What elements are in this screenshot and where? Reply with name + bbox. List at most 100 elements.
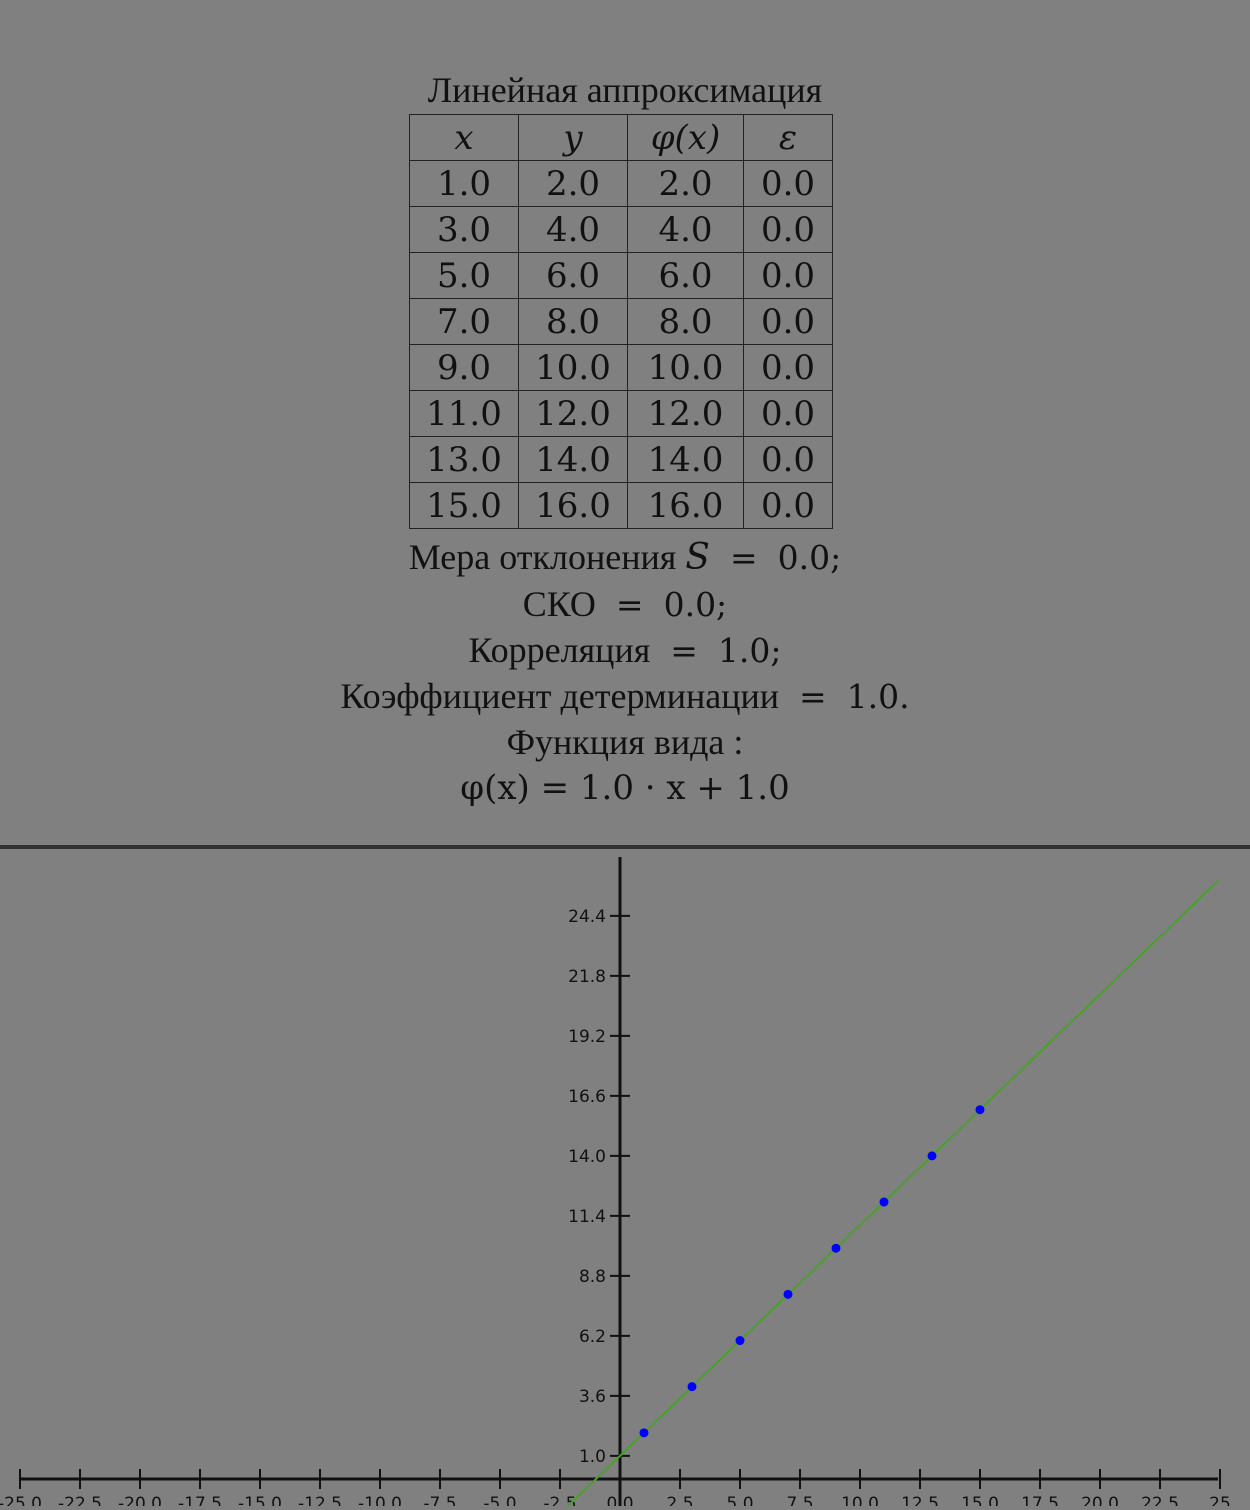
cell-epsilon: 0.0 [743, 160, 833, 207]
y-tick-label: 11.4 [568, 1207, 606, 1227]
data-point [735, 1336, 745, 1346]
x-tick-label: 22.5 [1141, 1494, 1179, 1506]
approximation-table: x y φ(x) ε 1.0 2.0 2.0 0.0 3.0 4.0 4.0 0.0 5.0 6.… [409, 114, 833, 529]
determination-label: Коэффициент детерминации [340, 676, 780, 716]
data-point [783, 1289, 793, 1299]
x-tick-label: 2.5 [666, 1494, 693, 1506]
y-tick-label: 24.4 [568, 907, 606, 927]
y-tick-label: 1.0 [579, 1447, 606, 1467]
x-tick-label: -7.5 [423, 1494, 456, 1506]
data-point [879, 1197, 889, 1207]
x-tick-label: -10.0 [358, 1494, 402, 1506]
table-row: 11.0 12.0 12.0 0.0 [409, 390, 833, 437]
cell-y: 2.0 [518, 160, 628, 207]
table-row: 1.0 2.0 2.0 0.0 [409, 160, 833, 207]
equals-sign: = [670, 631, 698, 670]
cell-epsilon: 0.0 [743, 206, 833, 253]
table-body: 1.0 2.0 2.0 0.0 3.0 4.0 4.0 0.0 5.0 6.0 6.0 0.0 7.0 8… [409, 160, 833, 529]
report-title: Линейная аппроксимация [427, 70, 823, 110]
cell-x: 13.0 [409, 436, 519, 483]
data-point [927, 1151, 937, 1161]
cell-x: 7.0 [409, 298, 519, 345]
x-tick-label: 25 [1209, 1494, 1231, 1506]
section-divider [0, 845, 1250, 849]
x-tick-label: 12.5 [901, 1494, 939, 1506]
equals-sign: = [799, 677, 827, 716]
equals-sign: = [615, 585, 644, 624]
deviation-label: Мера отклонения [408, 537, 677, 577]
y-tick-label: 16.6 [568, 1087, 606, 1107]
cell-x: 9.0 [409, 344, 519, 391]
y-tick-label: 14.0 [568, 1147, 606, 1167]
cell-x: 5.0 [409, 252, 519, 299]
correlation-line: Корреляция = 1.0; [0, 630, 1250, 671]
cell-epsilon: 0.0 [743, 344, 833, 391]
column-header-phi: φ(x) [627, 114, 744, 161]
cell-y: 4.0 [518, 206, 628, 253]
x-tick-label: 20.0 [1081, 1494, 1119, 1506]
x-tick-label: -5.0 [483, 1494, 516, 1506]
cell-x: 11.0 [409, 390, 519, 437]
cell-x: 1.0 [409, 160, 519, 207]
determination-value: 1.0. [846, 677, 910, 716]
data-point [687, 1382, 697, 1392]
column-header-y: y [518, 114, 628, 161]
column-header-x: x [409, 114, 519, 161]
data-point [639, 1428, 649, 1438]
table-row: 7.0 8.0 8.0 0.0 [409, 298, 833, 345]
function-label: Функция вида : [506, 722, 744, 762]
correlation-label: Корреляция [468, 630, 651, 670]
cell-x: 3.0 [409, 206, 519, 253]
cell-epsilon: 0.0 [743, 436, 833, 483]
cell-epsilon: 0.0 [743, 482, 833, 529]
deviation-symbol: S [685, 537, 710, 578]
table-row: 15.0 16.0 16.0 0.0 [409, 482, 833, 529]
determination-line: Коэффициент детерминации = 1.0. [0, 676, 1250, 717]
x-tick-label: 5.0 [726, 1494, 753, 1506]
table-row: 3.0 4.0 4.0 0.0 [409, 206, 833, 253]
data-point [831, 1243, 841, 1253]
x-tick-label: -17.5 [178, 1494, 222, 1506]
y-tick-label: 6.2 [579, 1327, 606, 1347]
y-tick-label: 8.8 [579, 1267, 606, 1287]
x-tick-label: 17.5 [1021, 1494, 1059, 1506]
rmse-label: СКО [522, 584, 596, 624]
cell-phi: 10.0 [627, 344, 744, 391]
data-point [975, 1105, 985, 1115]
chart-canvas: -25.0 -22.5 -20.0 -17.5 -15.0 -12.5 -10.0 -7.5 -… [0, 857, 1231, 1510]
cell-phi: 14.0 [627, 436, 744, 483]
deviation-line: Мера отклонения S = 0.0; [0, 537, 1250, 578]
table-row: 13.0 14.0 14.0 0.0 [409, 436, 833, 483]
cell-phi: 2.0 [627, 160, 744, 207]
x-tick-label: 10.0 [841, 1494, 879, 1506]
correlation-value: 1.0; [717, 631, 782, 670]
y-tick-label: 19.2 [568, 1027, 606, 1047]
cell-y: 6.0 [518, 252, 628, 299]
x-tick-label: -15.0 [238, 1494, 282, 1506]
cell-y: 10.0 [518, 344, 628, 391]
cell-phi: 4.0 [627, 206, 744, 253]
cell-y: 16.0 [518, 482, 628, 529]
table-row: 5.0 6.0 6.0 0.0 [409, 252, 833, 299]
y-tick-label: 3.6 [579, 1387, 606, 1407]
fit-line [562, 879, 1220, 1510]
plot-panel: -25.0 -22.5 -20.0 -17.5 -15.0 -12.5 -10.0 -7.5 -… [0, 849, 1250, 1510]
cell-y: 14.0 [518, 436, 628, 483]
function-formula: φ(x) = 1.0 · x + 1.0 [460, 768, 790, 808]
report-panel: Линейная аппроксимация x y φ(x) ε 1.0 2.0… [0, 70, 1250, 808]
cell-epsilon: 0.0 [743, 252, 833, 299]
y-tick-label: 21.8 [568, 967, 606, 987]
column-header-epsilon: ε [743, 114, 833, 161]
cell-x: 15.0 [409, 482, 519, 529]
x-tick-label: -20.0 [118, 1494, 162, 1506]
x-tick-label: -22.5 [58, 1494, 102, 1506]
x-tick-label: -25.0 [0, 1494, 42, 1506]
rmse-value: 0.0; [663, 585, 728, 624]
cell-phi: 6.0 [627, 252, 744, 299]
x-tick-label: 15.0 [961, 1494, 999, 1506]
cell-epsilon: 0.0 [743, 298, 833, 345]
rmse-line: СКО = 0.0; [0, 584, 1250, 625]
cell-y: 8.0 [518, 298, 628, 345]
table-row: 9.0 10.0 10.0 0.0 [409, 344, 833, 391]
cell-phi: 8.0 [627, 298, 744, 345]
